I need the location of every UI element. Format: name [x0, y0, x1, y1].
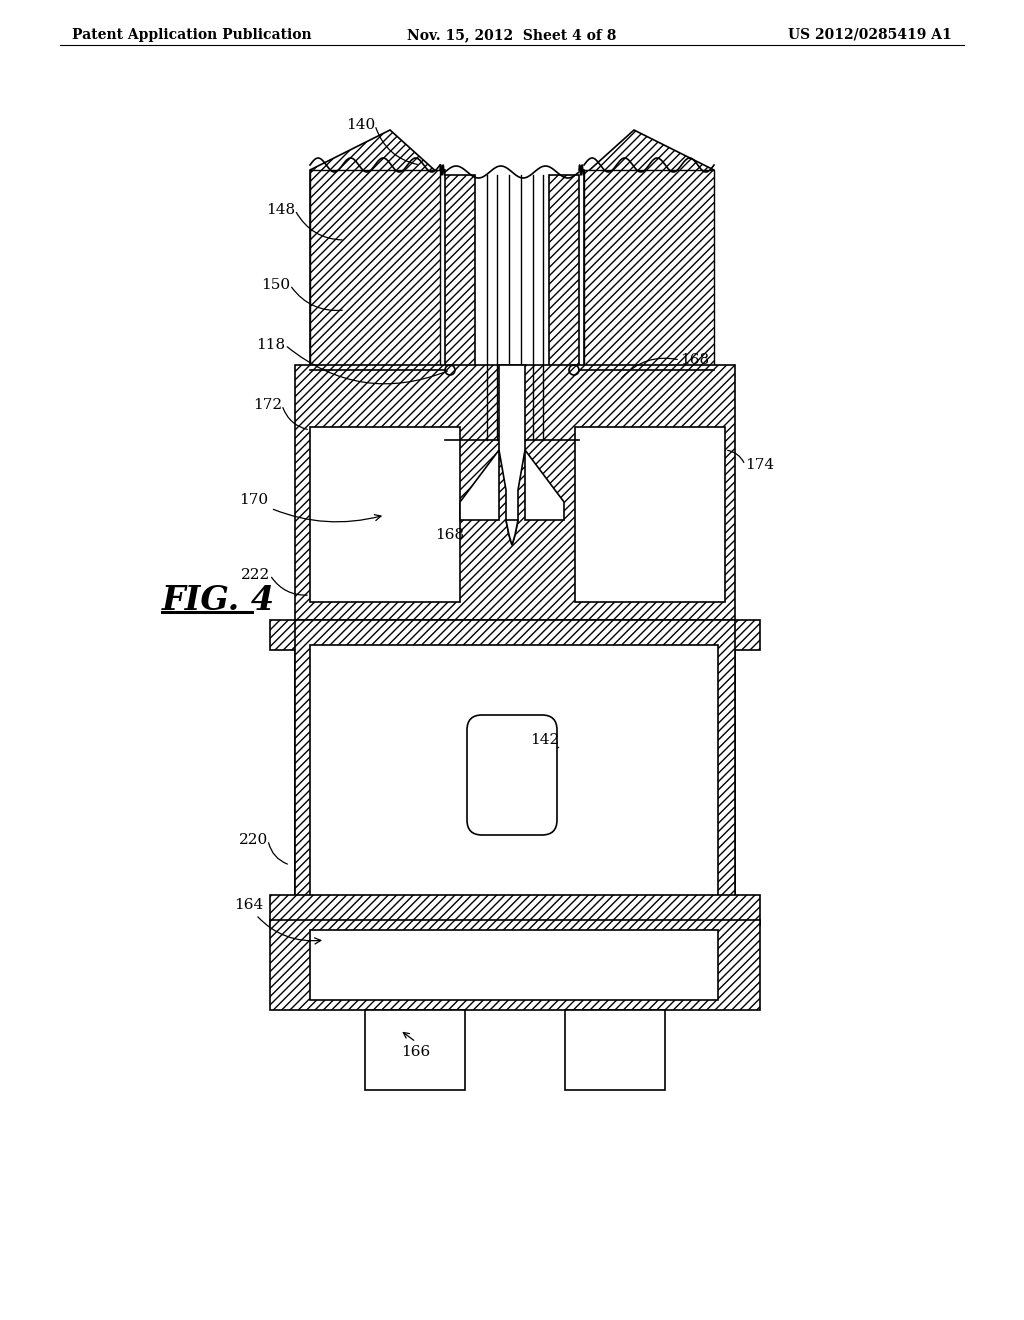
Bar — [295, 624, 735, 925]
Bar — [270, 920, 760, 1010]
Text: 148: 148 — [266, 203, 295, 216]
Text: 174: 174 — [745, 458, 774, 473]
FancyBboxPatch shape — [467, 715, 557, 836]
Bar — [295, 366, 735, 624]
Bar — [575, 426, 725, 602]
Polygon shape — [525, 450, 564, 520]
Bar — [565, 1010, 665, 1090]
Text: Nov. 15, 2012  Sheet 4 of 8: Nov. 15, 2012 Sheet 4 of 8 — [408, 28, 616, 42]
Bar — [310, 645, 718, 906]
Text: 166: 166 — [401, 1045, 431, 1059]
Bar — [270, 895, 760, 925]
Polygon shape — [584, 129, 714, 370]
Text: US 2012/0285419 A1: US 2012/0285419 A1 — [788, 28, 952, 42]
Bar — [584, 170, 714, 370]
Text: 164: 164 — [233, 898, 321, 944]
Text: 150: 150 — [261, 279, 290, 292]
Bar — [270, 620, 760, 649]
Bar — [310, 426, 460, 602]
Text: 140: 140 — [346, 117, 375, 132]
Polygon shape — [445, 176, 475, 440]
Bar — [310, 931, 718, 1001]
Polygon shape — [310, 129, 440, 370]
Text: 118: 118 — [256, 338, 285, 352]
Text: 168: 168 — [680, 352, 710, 367]
Bar — [365, 1010, 465, 1090]
Polygon shape — [460, 450, 499, 520]
Text: 142: 142 — [530, 733, 560, 747]
Polygon shape — [549, 176, 579, 440]
Text: FIG. 4: FIG. 4 — [162, 583, 275, 616]
Bar — [295, 620, 735, 925]
Text: 170: 170 — [239, 492, 381, 521]
Polygon shape — [499, 366, 525, 545]
Text: 168: 168 — [435, 528, 465, 543]
Polygon shape — [506, 520, 518, 545]
Text: 172: 172 — [253, 399, 282, 412]
Bar — [310, 170, 440, 370]
Bar — [295, 660, 735, 900]
Text: Patent Application Publication: Patent Application Publication — [72, 28, 311, 42]
Text: 220: 220 — [239, 833, 268, 847]
Text: 222: 222 — [241, 568, 270, 582]
